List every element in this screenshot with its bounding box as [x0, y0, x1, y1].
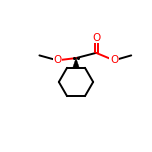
Text: O: O	[53, 55, 61, 65]
Text: O: O	[110, 55, 118, 65]
Text: O: O	[92, 33, 100, 43]
Polygon shape	[73, 58, 79, 68]
